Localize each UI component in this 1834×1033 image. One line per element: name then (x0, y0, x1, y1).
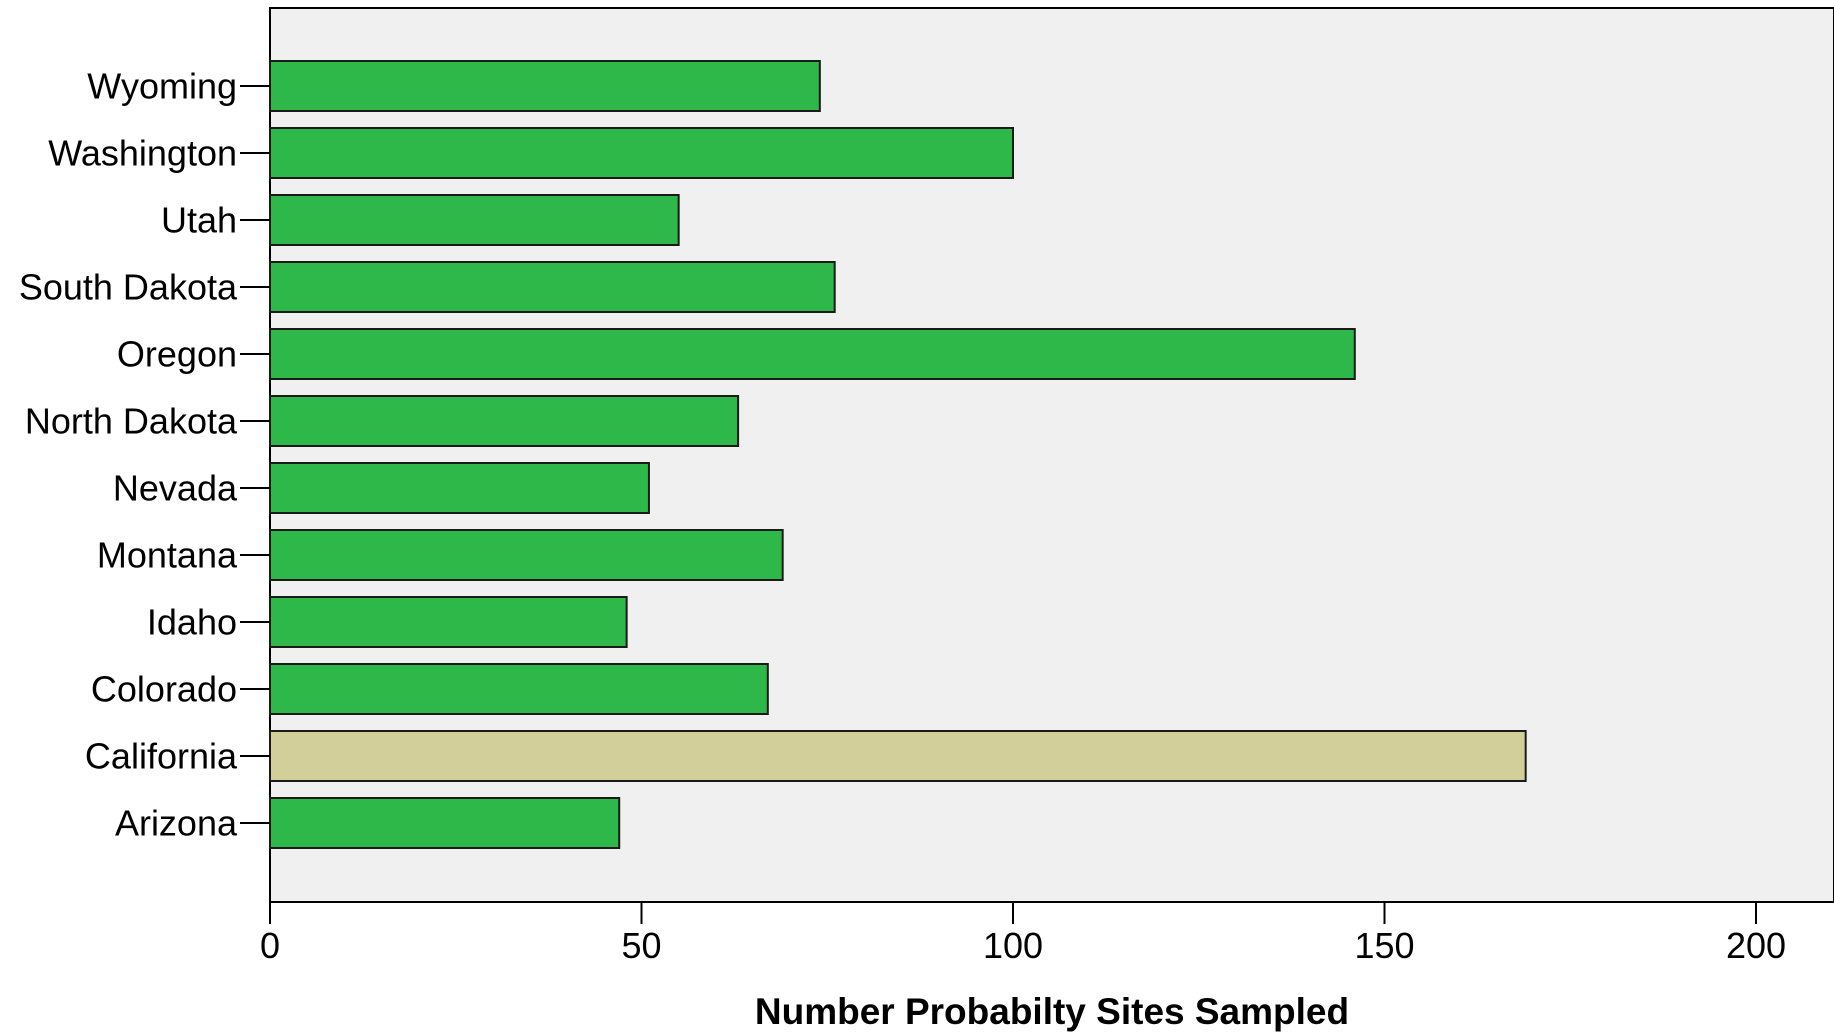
bar-california (269, 730, 1527, 782)
category-label-idaho: Idaho (147, 602, 237, 643)
category-label-south-dakota: South Dakota (19, 267, 238, 308)
category-label-north-dakota: North Dakota (25, 401, 238, 442)
bar-montana (269, 529, 784, 581)
category-label-washington: Washington (48, 133, 237, 174)
bar-oregon (269, 328, 1356, 380)
category-label-arizona: Arizona (115, 803, 238, 844)
category-labels-group: Wyoming Washington Utah South Dakota Oregon N… (19, 66, 238, 844)
bar-nevada (269, 462, 650, 514)
category-label-utah: Utah (161, 200, 237, 241)
bar-washington (269, 127, 1014, 179)
bar-arizona (269, 797, 621, 849)
bar-north-dakota (269, 395, 740, 447)
x-tick-label-50: 50 (621, 925, 661, 966)
category-ticks-group (240, 85, 270, 824)
x-tick-labels-group: 0 50 100 150 200 (260, 925, 1786, 966)
bars-group (269, 60, 1527, 849)
category-label-wyoming: Wyoming (87, 66, 237, 107)
category-label-oregon: Oregon (117, 334, 237, 375)
x-tick-label-100: 100 (983, 925, 1043, 966)
category-label-montana: Montana (97, 535, 238, 576)
category-label-california: California (85, 736, 238, 777)
x-tick-label-200: 200 (1726, 925, 1786, 966)
category-label-colorado: Colorado (91, 669, 237, 710)
bar-colorado (269, 663, 769, 715)
bar-south-dakota (269, 261, 836, 313)
x-tick-label-150: 150 (1354, 925, 1414, 966)
x-tick-label-0: 0 (260, 925, 280, 966)
bar-wyoming (269, 60, 821, 112)
bar-utah (269, 194, 680, 246)
category-label-nevada: Nevada (113, 468, 238, 509)
bar-idaho (269, 596, 628, 648)
x-ticks-group (269, 902, 1757, 924)
x-axis-title: Number Probabilty Sites Sampled (755, 991, 1349, 1032)
